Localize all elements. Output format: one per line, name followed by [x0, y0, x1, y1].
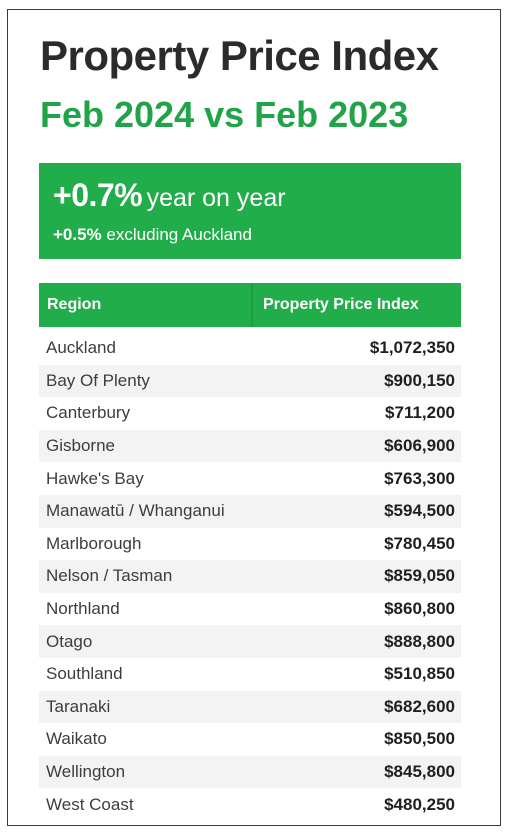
banner-subline: +0.5% excluding Auckland: [53, 225, 252, 245]
table-row: West Coast $480,250: [39, 788, 461, 821]
table-body: Auckland $1,072,350 Bay Of Plenty $900,1…: [39, 332, 461, 821]
table-row: Marlborough $780,450: [39, 528, 461, 561]
row-region: Marlborough: [46, 533, 142, 553]
table-row: Auckland $1,072,350: [39, 332, 461, 365]
row-value: $780,450: [384, 533, 455, 553]
row-region: Bay Of Plenty: [46, 370, 150, 390]
table-row: Wellington $845,800: [39, 755, 461, 789]
row-value: $606,900: [384, 436, 455, 456]
table-row: Gisborne $606,900: [39, 429, 461, 463]
column-header-region: Region: [47, 296, 102, 313]
row-region: Northland: [46, 599, 120, 619]
row-region: Nelson / Tasman: [46, 566, 173, 586]
row-value: $888,800: [384, 631, 455, 651]
row-region: Gisborne: [46, 436, 115, 456]
table-header: Region Property Price Index: [39, 283, 461, 327]
page-frame: Property Price Index Feb 2024 vs Feb 202…: [7, 9, 501, 826]
table-row: Otago $888,800: [39, 625, 461, 658]
headline-text: year on year: [146, 184, 286, 212]
table-row: Southland $510,850: [39, 658, 461, 691]
row-value: $859,050: [384, 566, 455, 586]
banner-headline: +0.7% year on year: [53, 177, 286, 214]
table-row: Bay Of Plenty $900,150: [39, 364, 461, 398]
row-region: Otago: [46, 631, 93, 651]
row-value: $850,500: [384, 729, 455, 749]
row-region: Waikato: [46, 729, 107, 749]
row-region: Auckland: [46, 338, 116, 358]
row-value: $682,600: [384, 696, 455, 716]
row-value: $480,250: [384, 794, 455, 814]
headline-value: +0.7%: [53, 177, 143, 213]
table-row: Nelson / Tasman $859,050: [39, 560, 461, 593]
row-value: $845,800: [384, 762, 455, 782]
table-row: Northland $860,800: [39, 593, 461, 626]
row-value: $510,850: [384, 664, 455, 684]
table-row: Canterbury $711,200: [39, 397, 461, 430]
row-value: $711,200: [385, 403, 455, 423]
sub-value: +0.5%: [53, 225, 102, 244]
sub-text: excluding Auckland: [106, 225, 252, 244]
page-title: Property Price Index: [40, 32, 439, 79]
row-value: $900,150: [384, 370, 455, 390]
page-subtitle: Feb 2024 vs Feb 2023: [40, 94, 409, 135]
row-region: West Coast: [46, 794, 134, 814]
row-value: $860,800: [384, 599, 455, 619]
row-region: Manawatū / Whanganui: [46, 501, 225, 521]
row-region: Canterbury: [46, 403, 131, 423]
row-value: $763,300: [384, 468, 455, 488]
column-header-index: Property Price Index: [251, 283, 461, 327]
price-table: Region Property Price Index Auckland $1,…: [39, 283, 461, 821]
table-row: Waikato $850,500: [39, 723, 461, 756]
row-region: Wellington: [46, 762, 126, 782]
table-row: Taranaki $682,600: [39, 690, 461, 724]
summary-banner: +0.7% year on year +0.5% excluding Auckl…: [39, 163, 461, 259]
row-value: $1,072,350: [369, 338, 455, 358]
table-row: Hawke's Bay $763,300: [39, 462, 461, 495]
row-region: Southland: [46, 664, 123, 684]
row-region: Taranaki: [46, 696, 111, 716]
row-region: Hawke's Bay: [46, 468, 144, 488]
table-row: Manawatū / Whanganui $594,500: [39, 494, 461, 528]
row-value: $594,500: [384, 501, 455, 521]
